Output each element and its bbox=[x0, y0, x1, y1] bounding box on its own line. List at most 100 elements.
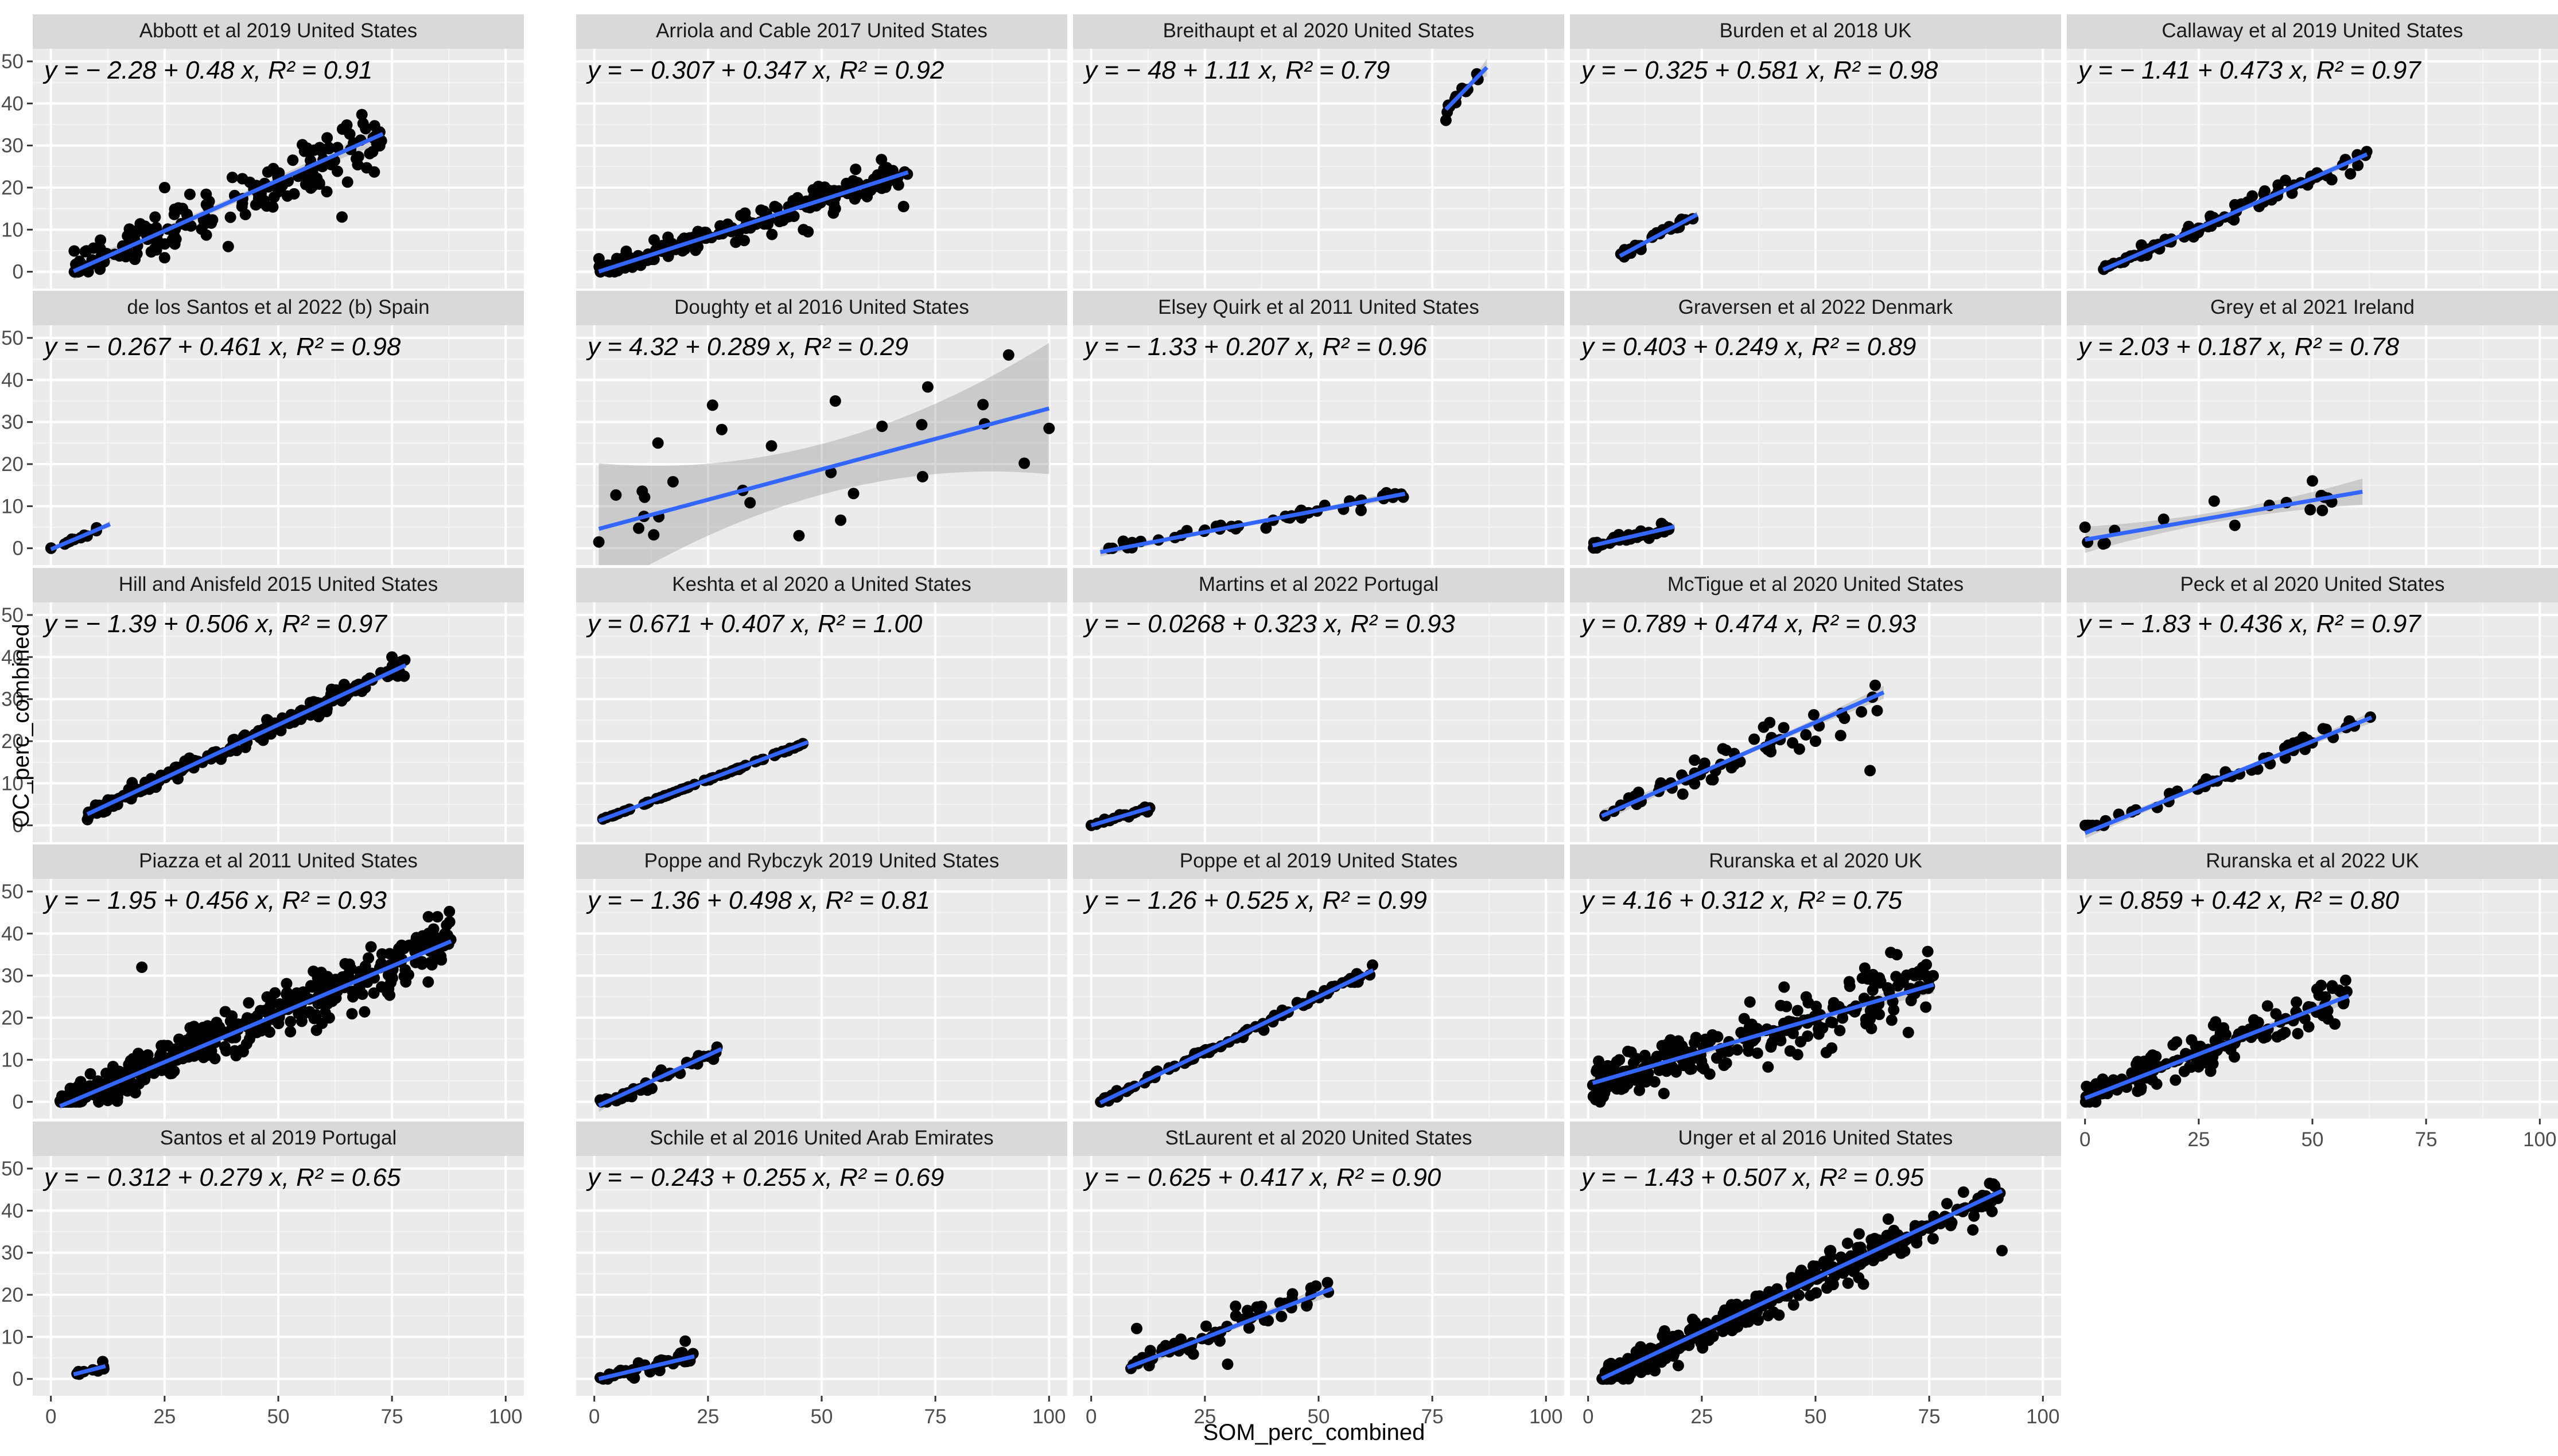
data-point bbox=[1808, 709, 1820, 721]
data-point bbox=[2307, 475, 2318, 487]
regression-equation: y = − 1.43 + 0.507 x, R² = 0.95 bbox=[1580, 1163, 1924, 1192]
data-point bbox=[316, 1017, 328, 1029]
facet-panel: Callaway et al 2019 United States y = − 1… bbox=[2067, 14, 2558, 289]
x-tick-label: 100 bbox=[1529, 1406, 1562, 1428]
data-point bbox=[267, 201, 279, 213]
data-point bbox=[1689, 778, 1701, 790]
regression-line bbox=[1619, 212, 1698, 258]
data-point bbox=[876, 421, 888, 433]
data-point bbox=[2292, 1027, 2304, 1040]
regression-line bbox=[86, 663, 407, 816]
facet-strip bbox=[33, 1122, 524, 1156]
facet-panel: Poppe et al 2019 United States y = − 1.26… bbox=[1073, 844, 1564, 1119]
data-point bbox=[395, 939, 407, 951]
data-point bbox=[1920, 1001, 1932, 1013]
data-point bbox=[346, 1008, 358, 1020]
x-tick-label: 25 bbox=[1194, 1406, 1216, 1428]
panel-data bbox=[1073, 49, 1564, 289]
regression-line bbox=[2102, 152, 2368, 272]
data-point bbox=[639, 491, 651, 503]
panel-data bbox=[576, 602, 1067, 842]
data-point bbox=[149, 211, 161, 223]
data-point bbox=[1695, 1337, 1707, 1349]
facet-title: Abbott et al 2019 United States bbox=[139, 20, 418, 42]
panel-data bbox=[33, 325, 524, 565]
data-point bbox=[1720, 1057, 1732, 1069]
data-point bbox=[262, 166, 274, 178]
x-tick-label: 25 bbox=[1690, 1406, 1713, 1428]
regression-equation: y = 0.789 + 0.474 x, R² = 0.93 bbox=[1580, 610, 1916, 638]
data-point bbox=[368, 166, 380, 178]
data-point bbox=[787, 194, 799, 207]
y-tick-label: 50 bbox=[1, 881, 24, 903]
data-point bbox=[1877, 1248, 1889, 1260]
data-point bbox=[852, 189, 864, 201]
regression-equation: y = 4.16 + 0.312 x, R² = 0.75 bbox=[1580, 886, 1902, 914]
data-point bbox=[1717, 743, 1729, 755]
data-point bbox=[371, 138, 383, 150]
data-point bbox=[325, 159, 337, 170]
data-point bbox=[1869, 1233, 1881, 1244]
y-tick-label: 10 bbox=[1, 772, 24, 795]
data-point bbox=[2171, 1036, 2183, 1048]
y-tick-label: 30 bbox=[1, 688, 24, 711]
data-point bbox=[384, 989, 396, 1001]
regression-equation: y = − 1.41 + 0.473 x, R² = 0.97 bbox=[2077, 56, 2421, 84]
regression-equation: y = − 0.267 + 0.461 x, R² = 0.98 bbox=[42, 333, 401, 361]
data-point bbox=[692, 225, 704, 238]
x-tick-label: 75 bbox=[381, 1406, 403, 1428]
panel-data bbox=[2067, 602, 2558, 842]
data-point bbox=[1687, 1313, 1698, 1325]
data-point bbox=[197, 1022, 209, 1033]
data-point bbox=[239, 208, 251, 220]
data-point bbox=[311, 173, 323, 184]
data-point bbox=[2210, 1016, 2222, 1028]
data-point bbox=[1853, 1228, 1865, 1240]
facet-title: Unger et al 2016 United States bbox=[1678, 1127, 1953, 1149]
regression-equation: y = 2.03 + 0.187 x, R² = 0.78 bbox=[2077, 333, 2399, 361]
data-point bbox=[1758, 721, 1770, 733]
facet-panel: Elsey Quirk et al 2011 United States y = … bbox=[1073, 291, 1564, 565]
data-point bbox=[1002, 349, 1014, 361]
facet-panel: Santos et al 2019 Portugal y = − 0.312 + … bbox=[33, 1122, 524, 1396]
y-tick-label: 20 bbox=[1, 730, 24, 753]
data-point bbox=[2335, 986, 2347, 998]
data-point bbox=[1834, 730, 1846, 742]
data-point bbox=[1677, 788, 1689, 800]
facet-title: Doughty et al 2016 United States bbox=[674, 296, 969, 318]
data-point bbox=[1587, 1091, 1599, 1102]
regression-equation: y = 0.671 + 0.407 x, R² = 1.00 bbox=[586, 610, 923, 638]
data-point bbox=[2329, 1018, 2341, 1030]
data-point bbox=[382, 969, 394, 981]
data-point bbox=[2271, 1031, 2283, 1043]
data-point bbox=[1658, 1325, 1670, 1337]
x-tick-label: 100 bbox=[2026, 1406, 2059, 1428]
y-tick-label: 50 bbox=[1, 327, 24, 349]
data-point bbox=[1751, 1047, 1763, 1059]
data-point bbox=[2311, 983, 2323, 995]
y-tick-label: 10 bbox=[1, 219, 24, 241]
data-point bbox=[236, 173, 248, 185]
data-point bbox=[80, 245, 92, 257]
facet-title: Martins et al 2022 Portugal bbox=[1199, 573, 1439, 595]
data-point bbox=[2229, 519, 2241, 531]
data-point bbox=[1762, 1061, 1774, 1073]
facet-title: Elsey Quirk et al 2011 United States bbox=[1158, 296, 1479, 318]
data-point bbox=[1818, 1256, 1830, 1268]
regression-equation: y = − 0.625 + 0.417 x, R² = 0.90 bbox=[1083, 1163, 1441, 1192]
regression-equation: y = − 1.83 + 0.436 x, R² = 0.97 bbox=[2077, 610, 2421, 638]
data-point bbox=[1853, 1272, 1865, 1284]
data-point bbox=[285, 1026, 297, 1038]
data-point bbox=[364, 147, 376, 159]
facet-panels: Abbott et al 2019 United States y = − 2.2… bbox=[33, 14, 2558, 1396]
data-point bbox=[261, 991, 273, 1003]
data-point bbox=[714, 220, 726, 232]
data-point bbox=[766, 228, 778, 240]
data-point bbox=[398, 670, 410, 682]
panel-data bbox=[576, 49, 1067, 289]
y-tick-label: 20 bbox=[1, 453, 24, 476]
data-point bbox=[1773, 1309, 1785, 1321]
panel-data bbox=[1073, 1156, 1564, 1396]
y-tick-label: 40 bbox=[1, 922, 24, 945]
data-point bbox=[356, 108, 368, 120]
